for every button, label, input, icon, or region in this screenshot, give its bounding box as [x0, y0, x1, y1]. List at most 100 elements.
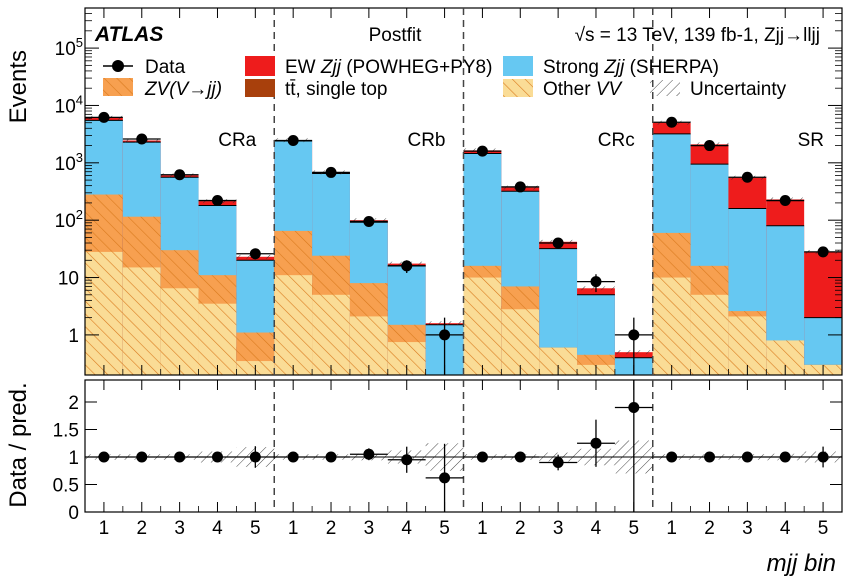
ratio-point-CRc-2 [514, 451, 526, 463]
bar-hatch-othervv-CRb-1 [274, 275, 313, 375]
data-point-CRa-5 [249, 248, 261, 260]
x-tick-label: 5 [439, 518, 450, 539]
ratio-point-CRc-5 [628, 402, 640, 413]
bar-hatch-othervv-CRa-3 [160, 288, 199, 375]
fit-label: Postfit [369, 25, 423, 46]
ratio-point-CRb-2 [325, 451, 337, 463]
legend-label-othervv: Other VV [543, 79, 623, 100]
data-point-CRa-2 [136, 133, 148, 145]
legend-label-strong: Strong Zjj (SHERPA) [543, 57, 719, 78]
x-tick-label: 5 [629, 518, 640, 539]
x-tick-label: 5 [818, 518, 829, 539]
bar-hatch-othervv-CRa-2 [122, 267, 161, 375]
data-point-CRc-1 [476, 145, 488, 157]
bar-hatch-othervv-SR-1 [652, 277, 691, 375]
legend-item-ew: EW Zjj (POWHEG+PY8) [245, 56, 492, 78]
data-point-SR-3 [741, 171, 753, 183]
energy-lumi-label: √s = 13 TeV, 139 fb-1, Zjj→lljj [575, 25, 820, 46]
data-point-CRc-4 [590, 276, 602, 288]
x-tick-label: 1 [666, 518, 677, 539]
legend-label-uncertainty: Uncertainty [690, 79, 787, 100]
legend-item-strong: Strong Zjj (SHERPA) [503, 56, 719, 78]
data-point-CRc-5 [628, 329, 640, 341]
bar-hatch-othervv-SR-2 [690, 294, 729, 375]
ratio-point-CRb-5 [439, 472, 451, 484]
legend-item-uncertainty: Uncertainty [650, 79, 787, 100]
region-label-SR: SR [798, 130, 824, 151]
y-tick-label: 102 [55, 207, 83, 232]
legend-label-zv: ZV(V→jj) [144, 79, 222, 100]
data-point-CRa-4 [211, 195, 223, 207]
ratio-point-CRa-4 [211, 451, 223, 463]
data-point-SR-5 [817, 246, 829, 258]
x-tick-label: 4 [401, 518, 412, 539]
data-point-CRc-2 [514, 181, 526, 193]
main-panel: CRa CRb CRc SR 1 10 102 103 104 105 [55, 7, 843, 376]
ratio-point-CRc-3 [552, 457, 564, 468]
ratio-point-CRb-4 [401, 454, 413, 466]
legend-label-top: tt̄, single top [285, 79, 387, 100]
data-point-SR-4 [779, 195, 791, 207]
bar-hatch-othervv-CRa-1 [85, 251, 123, 375]
ratio-point-SR-2 [704, 451, 716, 463]
ratio-y-tick-label: 1.5 [53, 421, 79, 442]
ratio-y-tick-label: 0 [68, 503, 79, 524]
data-point-CRb-5 [439, 329, 451, 341]
y-axis-label-main: Events [5, 50, 32, 123]
x-tick-label: 3 [553, 518, 564, 539]
ratio-point-CRa-2 [136, 451, 148, 463]
ratio-point-SR-3 [741, 451, 753, 463]
ratio-point-SR-4 [779, 451, 791, 463]
data-point-CRb-1 [287, 134, 299, 146]
data-point-SR-1 [666, 116, 678, 128]
x-tick-label: 2 [704, 518, 715, 539]
experiment-label: ATLAS [94, 23, 163, 46]
x-tick-label: 1 [99, 518, 110, 539]
y-axis-label-ratio: Data / pred. [5, 382, 32, 507]
bar-hatch-othervv-CRc-2 [501, 309, 540, 375]
region-label-CRc: CRc [598, 130, 635, 151]
x-tick-label: 2 [515, 518, 526, 539]
ratio-point-SR-5 [817, 451, 829, 463]
ratio-point-CRb-3 [363, 448, 375, 460]
x-tick-label: 1 [477, 518, 488, 539]
legend-item-zv: ZV(V→jj) [103, 78, 222, 100]
y-tick-label: 104 [55, 92, 83, 117]
ratio-point-CRa-3 [174, 451, 186, 463]
ratio-y-tick-label: 1 [68, 448, 79, 469]
data-point-CRa-3 [174, 169, 186, 181]
data-point-CRb-2 [325, 166, 337, 178]
bar-hatch-othervv-CRb-2 [312, 294, 350, 375]
x-tick-label: 2 [136, 518, 147, 539]
x-axis-label: mjj bin [767, 550, 836, 577]
region-label-CRa: CRa [218, 130, 256, 151]
legend-item-othervv: Other VV [503, 79, 623, 100]
ratio-point-CRb-1 [287, 451, 299, 463]
x-tick-label: 3 [742, 518, 753, 539]
ratio-panel: 0 0.5 1 1.5 2 1 2 3 4 5 1 2 3 4 5 1 2 3 4 5 1 2 3 4 5 [53, 8, 843, 539]
data-point-CRa-1 [98, 111, 110, 123]
data-point-SR-2 [704, 140, 716, 152]
x-tick-label: 2 [326, 518, 337, 539]
ratio-point-SR-1 [666, 451, 678, 463]
bar-hatch-othervv-CRc-1 [463, 277, 502, 375]
data-point-CRb-4 [401, 260, 413, 272]
x-tick-label: 4 [780, 518, 791, 539]
legend-item-top: tt̄, single top [245, 79, 387, 100]
x-tick-label: 4 [591, 518, 602, 539]
ratio-y-tick-label: 2 [68, 393, 79, 414]
data-point-CRb-3 [363, 215, 375, 227]
x-tick-label: 1 [288, 518, 299, 539]
legend-label-ew: EW Zjj (POWHEG+PY8) [285, 57, 492, 78]
y-tick-label: 103 [55, 150, 83, 175]
legend: Data ZV(V→jj) EW Zjj (POWHEG+PY8) tt̄, s… [103, 56, 787, 100]
x-tick-label: 3 [174, 518, 185, 539]
y-tick-label: 10 [58, 269, 79, 290]
ratio-point-CRa-5 [249, 451, 261, 463]
data-point-CRc-3 [552, 237, 564, 249]
ratio-point-CRc-1 [476, 451, 488, 463]
ratio-point-CRa-1 [98, 451, 110, 463]
bar-hatch-othervv-CRa-4 [198, 303, 237, 375]
region-label-CRb: CRb [407, 130, 445, 151]
ratio-y-tick-label: 0.5 [53, 476, 79, 497]
